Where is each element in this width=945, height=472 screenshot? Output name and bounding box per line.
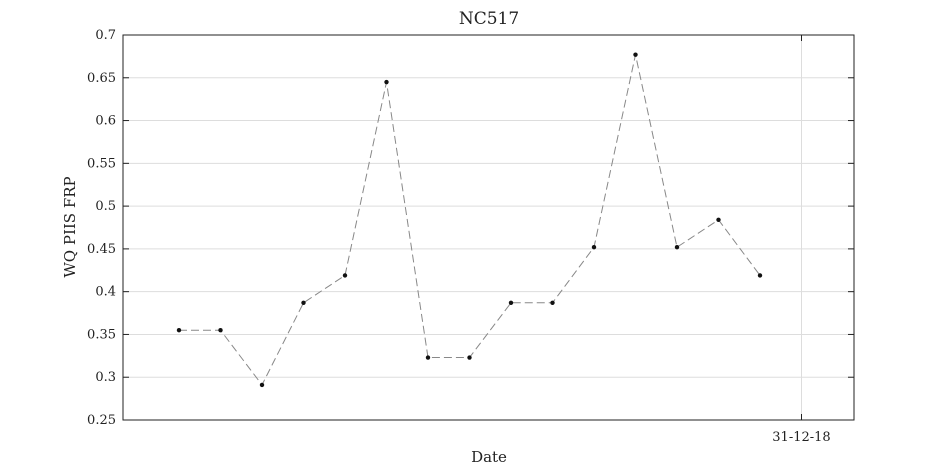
y-tick-label: 0.3 (95, 370, 116, 385)
data-point (508, 300, 514, 305)
y-axis-label: WQ PIIS FRP (61, 176, 79, 277)
series-line (179, 54, 761, 386)
x-axis: 31-12-18 (772, 35, 831, 445)
y-tick-label: 0.6 (95, 114, 116, 129)
plot-frame (122, 34, 855, 421)
data-point (218, 327, 223, 333)
y-tick-label: 0.35 (87, 327, 116, 342)
data-point (342, 273, 348, 278)
y-tick-label: 0.5 (95, 199, 116, 214)
data-points (176, 52, 763, 388)
data-point (757, 273, 763, 278)
data-point (591, 244, 597, 250)
data-point (301, 300, 306, 305)
y-tick-label: 0.65 (87, 71, 116, 86)
y-tick-label: 0.55 (87, 156, 116, 171)
data-point (467, 355, 472, 360)
data-point (674, 244, 680, 250)
x-tick-label: 31-12-18 (772, 430, 830, 445)
y-tick-label: 0.45 (87, 242, 116, 257)
grid-lines (123, 34, 854, 421)
x-axis-label: Date (471, 448, 507, 466)
data-point (176, 327, 182, 333)
data-point (384, 79, 389, 85)
chart-title: NC517 (459, 9, 519, 29)
data-point (259, 382, 265, 388)
data-point (550, 300, 555, 305)
y-tick-label: 0.25 (87, 413, 116, 428)
y-tick-label: 0.7 (95, 28, 116, 43)
data-point (716, 217, 721, 222)
data-point (633, 52, 638, 57)
data-point (425, 355, 431, 360)
y-axis: 0.25 0.3 0.35 0.4 0.45 0.5 0.55 0.6 0.65 0.7 (87, 28, 854, 428)
y-tick-label: 0.4 (95, 285, 116, 300)
